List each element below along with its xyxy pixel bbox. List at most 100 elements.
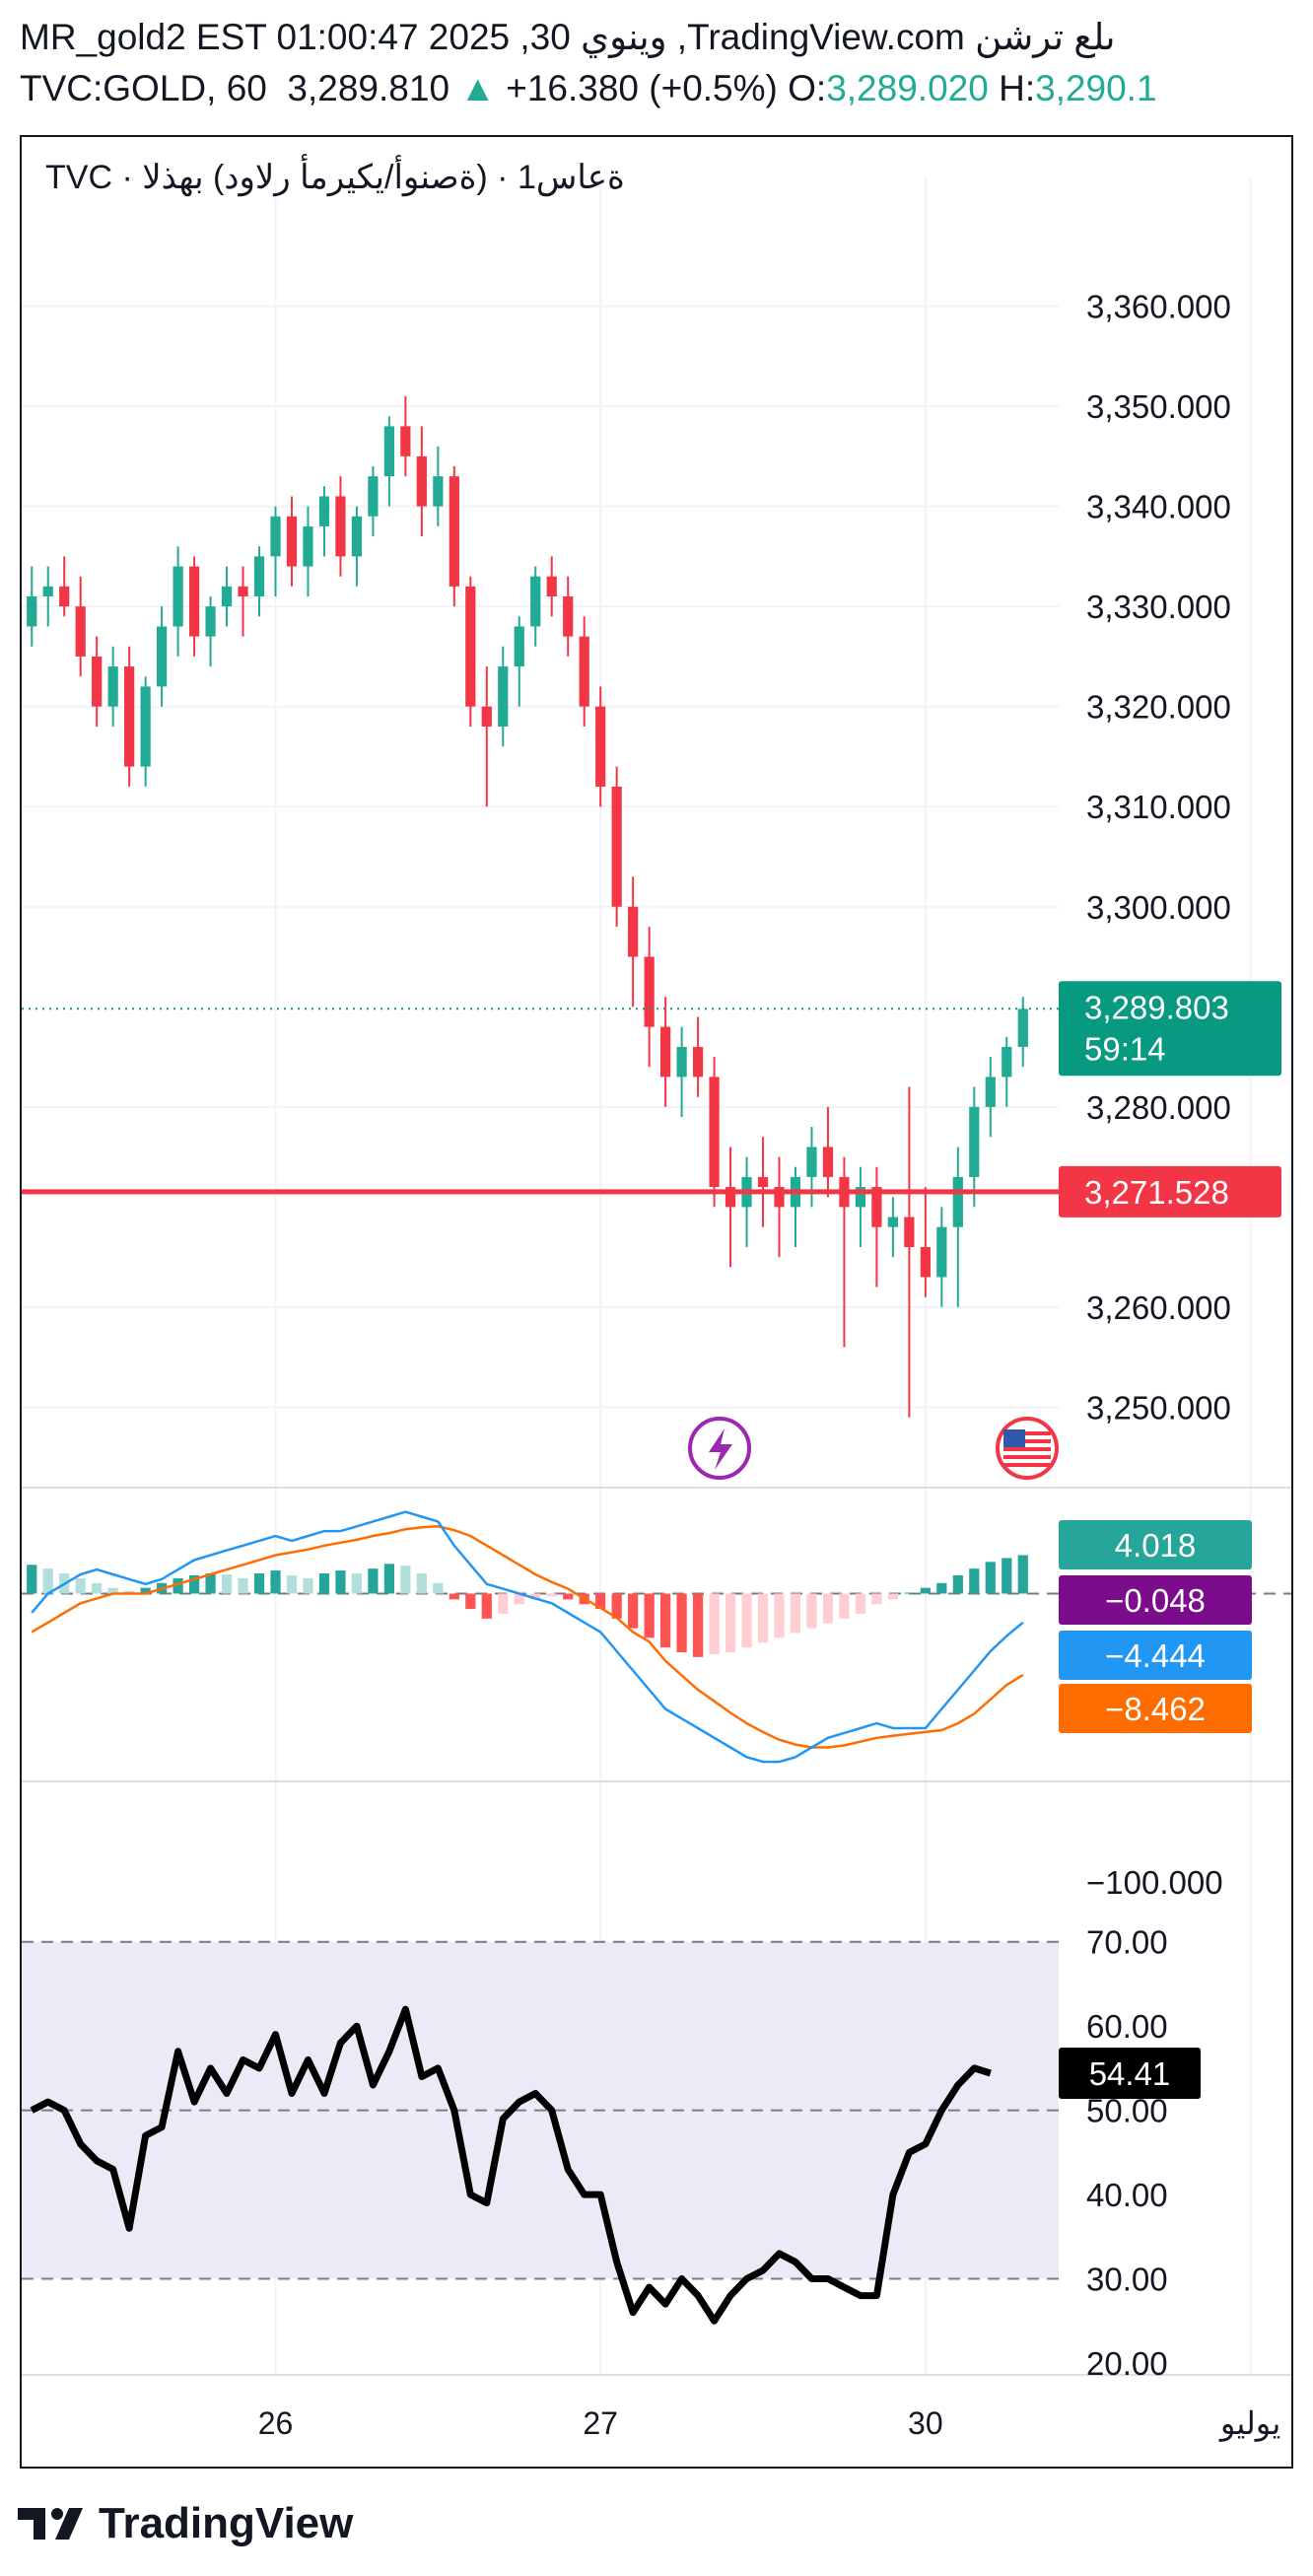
open-value: 3,289.020 [826, 68, 989, 108]
candle-body [368, 476, 379, 517]
candle-body [92, 656, 103, 707]
candle [188, 556, 200, 657]
candle-body [611, 786, 622, 907]
candle-body [42, 586, 53, 596]
candle [27, 566, 37, 647]
candle [530, 566, 541, 647]
macd-histogram-bar [173, 1577, 183, 1594]
tradingview-logo-icon [18, 2508, 83, 2540]
open-label: O: [788, 68, 827, 108]
lightning-icon[interactable] [688, 1417, 751, 1480]
candle-body [904, 1217, 915, 1247]
macd-histogram-bar [188, 1574, 200, 1594]
price-tick-label: 3,310.000 [1086, 789, 1231, 825]
candle [400, 395, 411, 477]
macd-histogram-bar [75, 1577, 86, 1594]
candle-body [692, 1046, 704, 1078]
candle [514, 616, 524, 707]
candle-body [985, 1077, 996, 1107]
macd-zero-badge-value: −0.048 [1105, 1582, 1206, 1619]
macd-histogram-bar [628, 1593, 639, 1629]
candle [270, 506, 281, 596]
macd-histogram-bar [498, 1593, 509, 1614]
macd-histogram-bar [253, 1573, 265, 1594]
macd-histogram-bar [481, 1593, 492, 1619]
candle [303, 506, 313, 596]
candle [107, 646, 118, 727]
candle [871, 1166, 882, 1288]
candle [806, 1127, 817, 1208]
candle [725, 1147, 736, 1268]
chart-canvas[interactable]: 10.000−100.000 70.0060.0050.0040.0030.00… [22, 137, 1291, 2467]
candle [563, 576, 574, 657]
candle [42, 566, 53, 627]
macd-histogram-bar [806, 1593, 817, 1629]
price-tick-label: 3,360.000 [1086, 289, 1231, 325]
time-tick-label: 26 [258, 2405, 294, 2441]
candle [628, 876, 639, 1008]
time-tick-label: 27 [583, 2405, 618, 2441]
macd-histogram-bar [563, 1593, 574, 1600]
us-flag-icon[interactable] [996, 1417, 1059, 1480]
candle-body [351, 516, 363, 557]
chart-header-line1: MR_gold2 EST 01:00:47 2025 ,30 وينوي ,Tr… [20, 17, 1116, 57]
candle [774, 1156, 785, 1258]
candle [59, 556, 70, 617]
candle-body [546, 576, 557, 596]
candle [92, 636, 103, 727]
macd-histogram-bar [595, 1593, 606, 1610]
rsi-tick-label: 20.00 [1086, 2345, 1168, 2382]
macd-histogram-bar [433, 1582, 444, 1594]
candle-body [514, 626, 524, 667]
candle-body [140, 686, 151, 767]
candle-body [270, 516, 281, 557]
candle [985, 1057, 996, 1138]
candle [335, 476, 346, 577]
macd-histogram-bar [709, 1593, 720, 1654]
last-price-badge: 3,289.803 59:14 [1059, 981, 1281, 1077]
macd-histogram-bar [465, 1593, 476, 1610]
candle [676, 1026, 687, 1117]
candle-body [383, 426, 394, 477]
candle [124, 646, 135, 787]
candle-body [952, 1176, 963, 1227]
macd-histogram-bar [318, 1573, 330, 1594]
rsi-tick-label: 70.00 [1086, 1924, 1168, 1961]
macd-line-badge-value: −4.444 [1105, 1637, 1206, 1674]
level-badge-value: 3,271.528 [1084, 1174, 1229, 1211]
chart-header-quote: TVC:GOLD, 60 3,289.810 ▲ +16.380 (+0.5%)… [20, 67, 1157, 110]
candle-body [433, 476, 444, 507]
macd-histogram-bar [1017, 1555, 1028, 1594]
level-badge: 3,271.528 [1059, 1165, 1281, 1218]
macd-histogram-bar [920, 1587, 931, 1594]
macd-histogram-bar [904, 1592, 915, 1594]
macd-histogram-bar [205, 1573, 216, 1594]
high-value: 3,290.1 [1035, 68, 1157, 108]
candle [839, 1156, 850, 1348]
candle-body [660, 1026, 671, 1078]
macd-histogram-bar [757, 1593, 769, 1643]
candle [741, 1156, 752, 1247]
candle [238, 566, 248, 637]
candle [75, 576, 86, 677]
candle-body [595, 706, 606, 787]
price-tick-label: 3,280.000 [1086, 1089, 1231, 1126]
macd-histogram-bar [221, 1574, 233, 1594]
candle-body [969, 1106, 980, 1177]
chart-frame: 10.000−100.000 70.0060.0050.0040.0030.00… [20, 135, 1293, 2469]
macd-histogram-bar [887, 1593, 898, 1600]
symbol-label[interactable]: TVC:GOLD, 60 [20, 68, 267, 108]
price-tick-label: 3,350.000 [1086, 388, 1231, 425]
macd-histogram-bar [286, 1574, 298, 1594]
macd-histogram-bar [952, 1574, 963, 1594]
candle [481, 666, 492, 807]
candle [660, 997, 671, 1107]
macd-histogram-bar [416, 1573, 427, 1594]
macd-signal-badge-value: −8.462 [1105, 1691, 1206, 1727]
tradingview-footer: TradingView [18, 2494, 353, 2553]
macd-histogram-bar [644, 1593, 655, 1638]
candle-body [806, 1147, 817, 1177]
macd-histogram-bar [335, 1570, 346, 1594]
macd-histogram-bar [140, 1587, 151, 1594]
